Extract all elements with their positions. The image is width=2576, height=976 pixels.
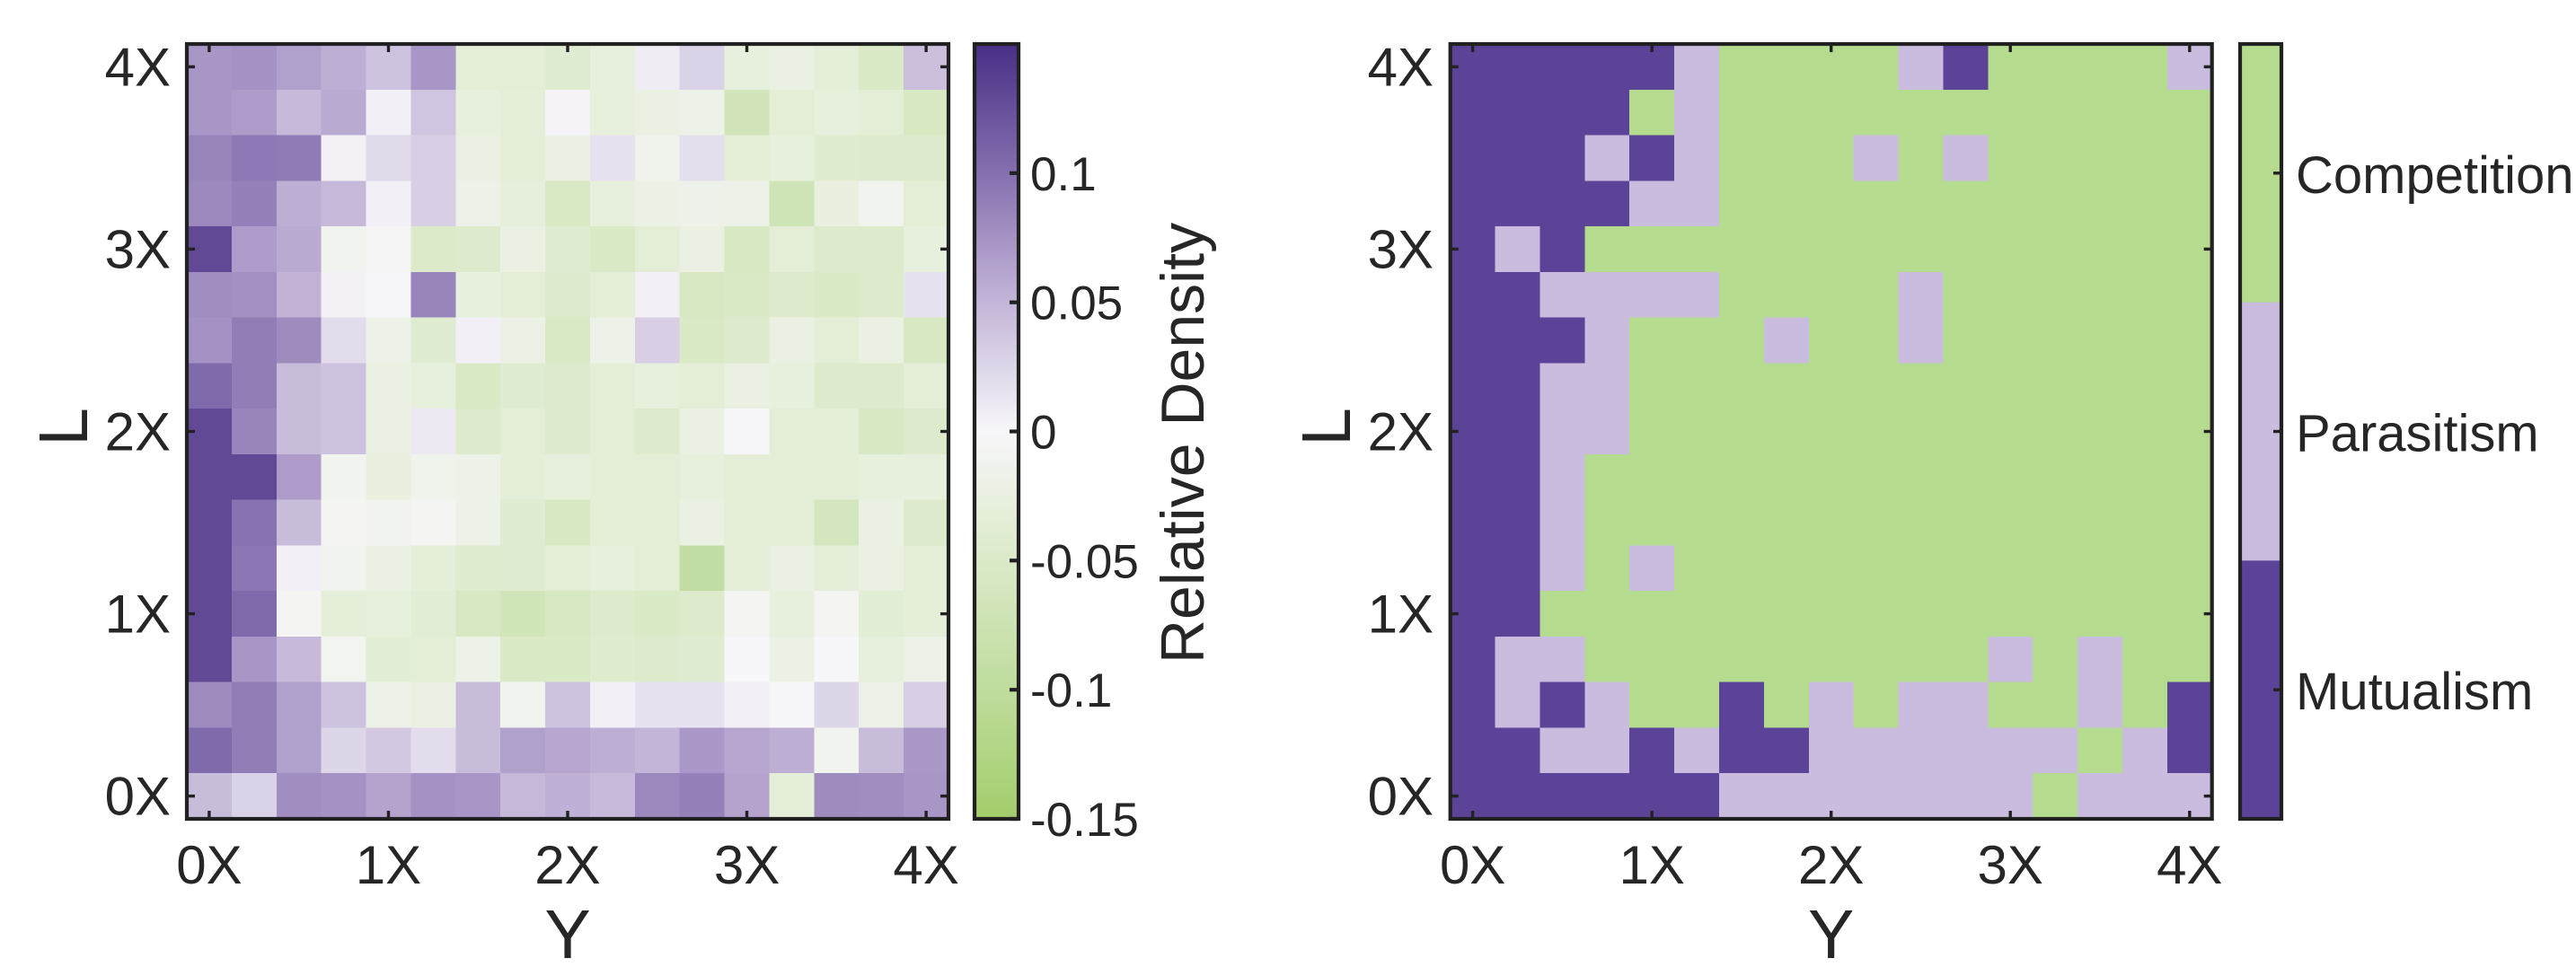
- svg-text:2X: 2X: [534, 835, 600, 895]
- svg-text:1X: 1X: [105, 585, 171, 645]
- svg-text:3X: 3X: [714, 835, 780, 895]
- svg-text:2X: 2X: [1798, 835, 1864, 895]
- svg-text:Relative Density: Relative Density: [1149, 223, 1217, 664]
- svg-text:L: L: [1288, 408, 1365, 446]
- svg-text:4X: 4X: [893, 835, 958, 895]
- svg-text:0.05: 0.05: [1030, 277, 1123, 330]
- svg-text:Y: Y: [544, 896, 590, 972]
- svg-text:4X: 4X: [2157, 835, 2222, 895]
- svg-text:0X: 0X: [1368, 767, 1434, 827]
- svg-text:3X: 3X: [1368, 219, 1434, 279]
- svg-text:-0.05: -0.05: [1030, 535, 1139, 588]
- svg-text:3X: 3X: [105, 219, 171, 279]
- svg-text:L: L: [25, 408, 102, 446]
- svg-text:1X: 1X: [356, 835, 421, 895]
- svg-text:4X: 4X: [1368, 37, 1434, 97]
- svg-text:2X: 2X: [1368, 402, 1434, 462]
- svg-text:3X: 3X: [1978, 835, 2043, 895]
- svg-text:0X: 0X: [105, 767, 171, 827]
- svg-text:0.1: 0.1: [1030, 148, 1097, 201]
- svg-text:0X: 0X: [176, 835, 242, 895]
- svg-text:1X: 1X: [1619, 835, 1684, 895]
- svg-text:-0.1: -0.1: [1030, 664, 1112, 717]
- svg-text:-0.15: -0.15: [1030, 794, 1139, 847]
- svg-text:1X: 1X: [1368, 585, 1434, 645]
- svg-text:Competition: Competition: [2296, 146, 2573, 205]
- svg-text:4X: 4X: [105, 37, 171, 97]
- svg-text:2X: 2X: [105, 402, 171, 462]
- svg-text:0: 0: [1030, 407, 1056, 460]
- svg-text:Y: Y: [1808, 896, 1854, 972]
- svg-text:Mutualism: Mutualism: [2296, 663, 2533, 721]
- svg-text:0X: 0X: [1440, 835, 1505, 895]
- svg-text:Parasitism: Parasitism: [2296, 405, 2539, 463]
